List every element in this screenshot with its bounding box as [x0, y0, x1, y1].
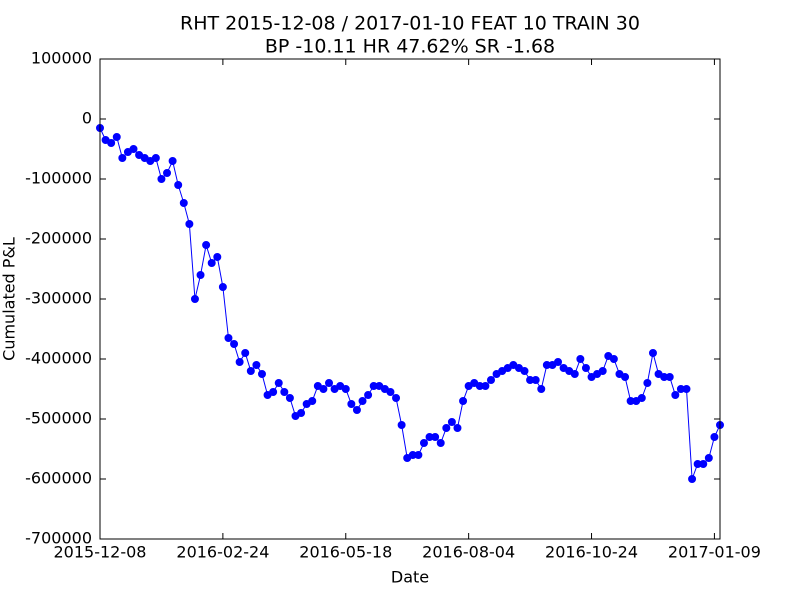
data-point: [280, 388, 289, 396]
data-point: [163, 169, 172, 177]
data-point: [442, 424, 451, 432]
data-point: [341, 385, 350, 393]
data-point: [581, 364, 590, 372]
data-point: [531, 376, 540, 384]
data-point: [190, 295, 199, 303]
data-point: [107, 139, 116, 147]
data-point: [202, 241, 211, 249]
x-axis-label: Date: [391, 568, 429, 587]
series-line: [99, 127, 721, 480]
y-tick-label: -500000: [25, 409, 92, 428]
data-point: [118, 154, 127, 162]
data-point: [252, 361, 261, 369]
data-point: [230, 340, 239, 348]
data-point: [570, 370, 579, 378]
data-point: [112, 133, 121, 141]
data-point: [520, 367, 529, 375]
y-tick-label: -400000: [25, 349, 92, 368]
data-point: [246, 367, 255, 375]
y-tick-label: -200000: [25, 229, 92, 248]
data-point: [436, 439, 445, 447]
data-point: [218, 283, 227, 291]
data-point: [688, 475, 697, 483]
data-point: [308, 397, 317, 405]
data-point: [185, 220, 194, 228]
chart-subtitle: BP -10.11 HR 47.62% SR -1.68: [265, 36, 555, 58]
data-point: [196, 271, 205, 279]
data-point: [648, 349, 657, 357]
data-point: [447, 418, 456, 426]
x-tick-label: 2017-01-09: [668, 543, 761, 562]
data-point: [671, 391, 680, 399]
x-tick-label: 2016-02-24: [176, 543, 269, 562]
data-point: [453, 424, 462, 432]
data-point: [554, 358, 563, 366]
data-point: [665, 373, 674, 381]
y-tick-label: -300000: [25, 289, 92, 308]
data-point: [352, 406, 361, 414]
data-point: [285, 394, 294, 402]
data-point: [257, 370, 266, 378]
data-point: [699, 460, 708, 468]
data-point: [213, 253, 222, 261]
y-axis-label: Cumulated P&L: [0, 237, 19, 361]
x-tick-label: 2016-05-18: [299, 543, 392, 562]
data-point: [486, 376, 495, 384]
y-tick-label: -700000: [25, 529, 92, 548]
data-point: [643, 379, 652, 387]
data-point: [174, 181, 183, 189]
data-point: [431, 433, 440, 441]
data-point: [419, 439, 428, 447]
plot-frame: [99, 58, 721, 540]
data-point: [414, 451, 423, 459]
data-point: [682, 385, 691, 393]
data-point: [576, 355, 585, 363]
data-point: [319, 385, 328, 393]
data-point: [179, 199, 188, 207]
data-point: [459, 397, 468, 405]
y-tick-label: -100000: [25, 169, 92, 188]
data-point: [358, 397, 367, 405]
data-point: [207, 259, 216, 267]
data-point: [151, 154, 160, 162]
data-point: [168, 157, 177, 165]
data-point: [241, 349, 250, 357]
data-point: [598, 367, 607, 375]
data-point: [537, 385, 546, 393]
data-point: [392, 394, 401, 402]
data-point: [235, 358, 244, 366]
x-tick-label: 2015-12-08: [54, 543, 147, 562]
data-point: [129, 145, 138, 153]
data-point: [157, 175, 166, 183]
y-tick-label: 100000: [31, 49, 92, 68]
data-point: [224, 334, 233, 342]
data-point: [481, 382, 490, 390]
y-tick-label: -600000: [25, 469, 92, 488]
data-point: [621, 373, 630, 381]
data-point: [710, 433, 719, 441]
x-tick-label: 2016-10-24: [545, 543, 638, 562]
y-tick-label: 0: [82, 109, 92, 128]
data-point: [297, 409, 306, 417]
data-point: [704, 454, 713, 462]
x-tick-label: 2016-08-04: [422, 543, 515, 562]
data-point: [347, 400, 356, 408]
data-point: [386, 388, 395, 396]
data-point: [274, 379, 283, 387]
data-point: [364, 391, 373, 399]
chart-title: RHT 2015-12-08 / 2017-01-10 FEAT 10 TRAI…: [180, 13, 640, 35]
data-point: [397, 421, 406, 429]
data-point: [609, 355, 618, 363]
data-point: [269, 388, 278, 396]
data-point: [325, 379, 334, 387]
data-point: [637, 394, 646, 402]
